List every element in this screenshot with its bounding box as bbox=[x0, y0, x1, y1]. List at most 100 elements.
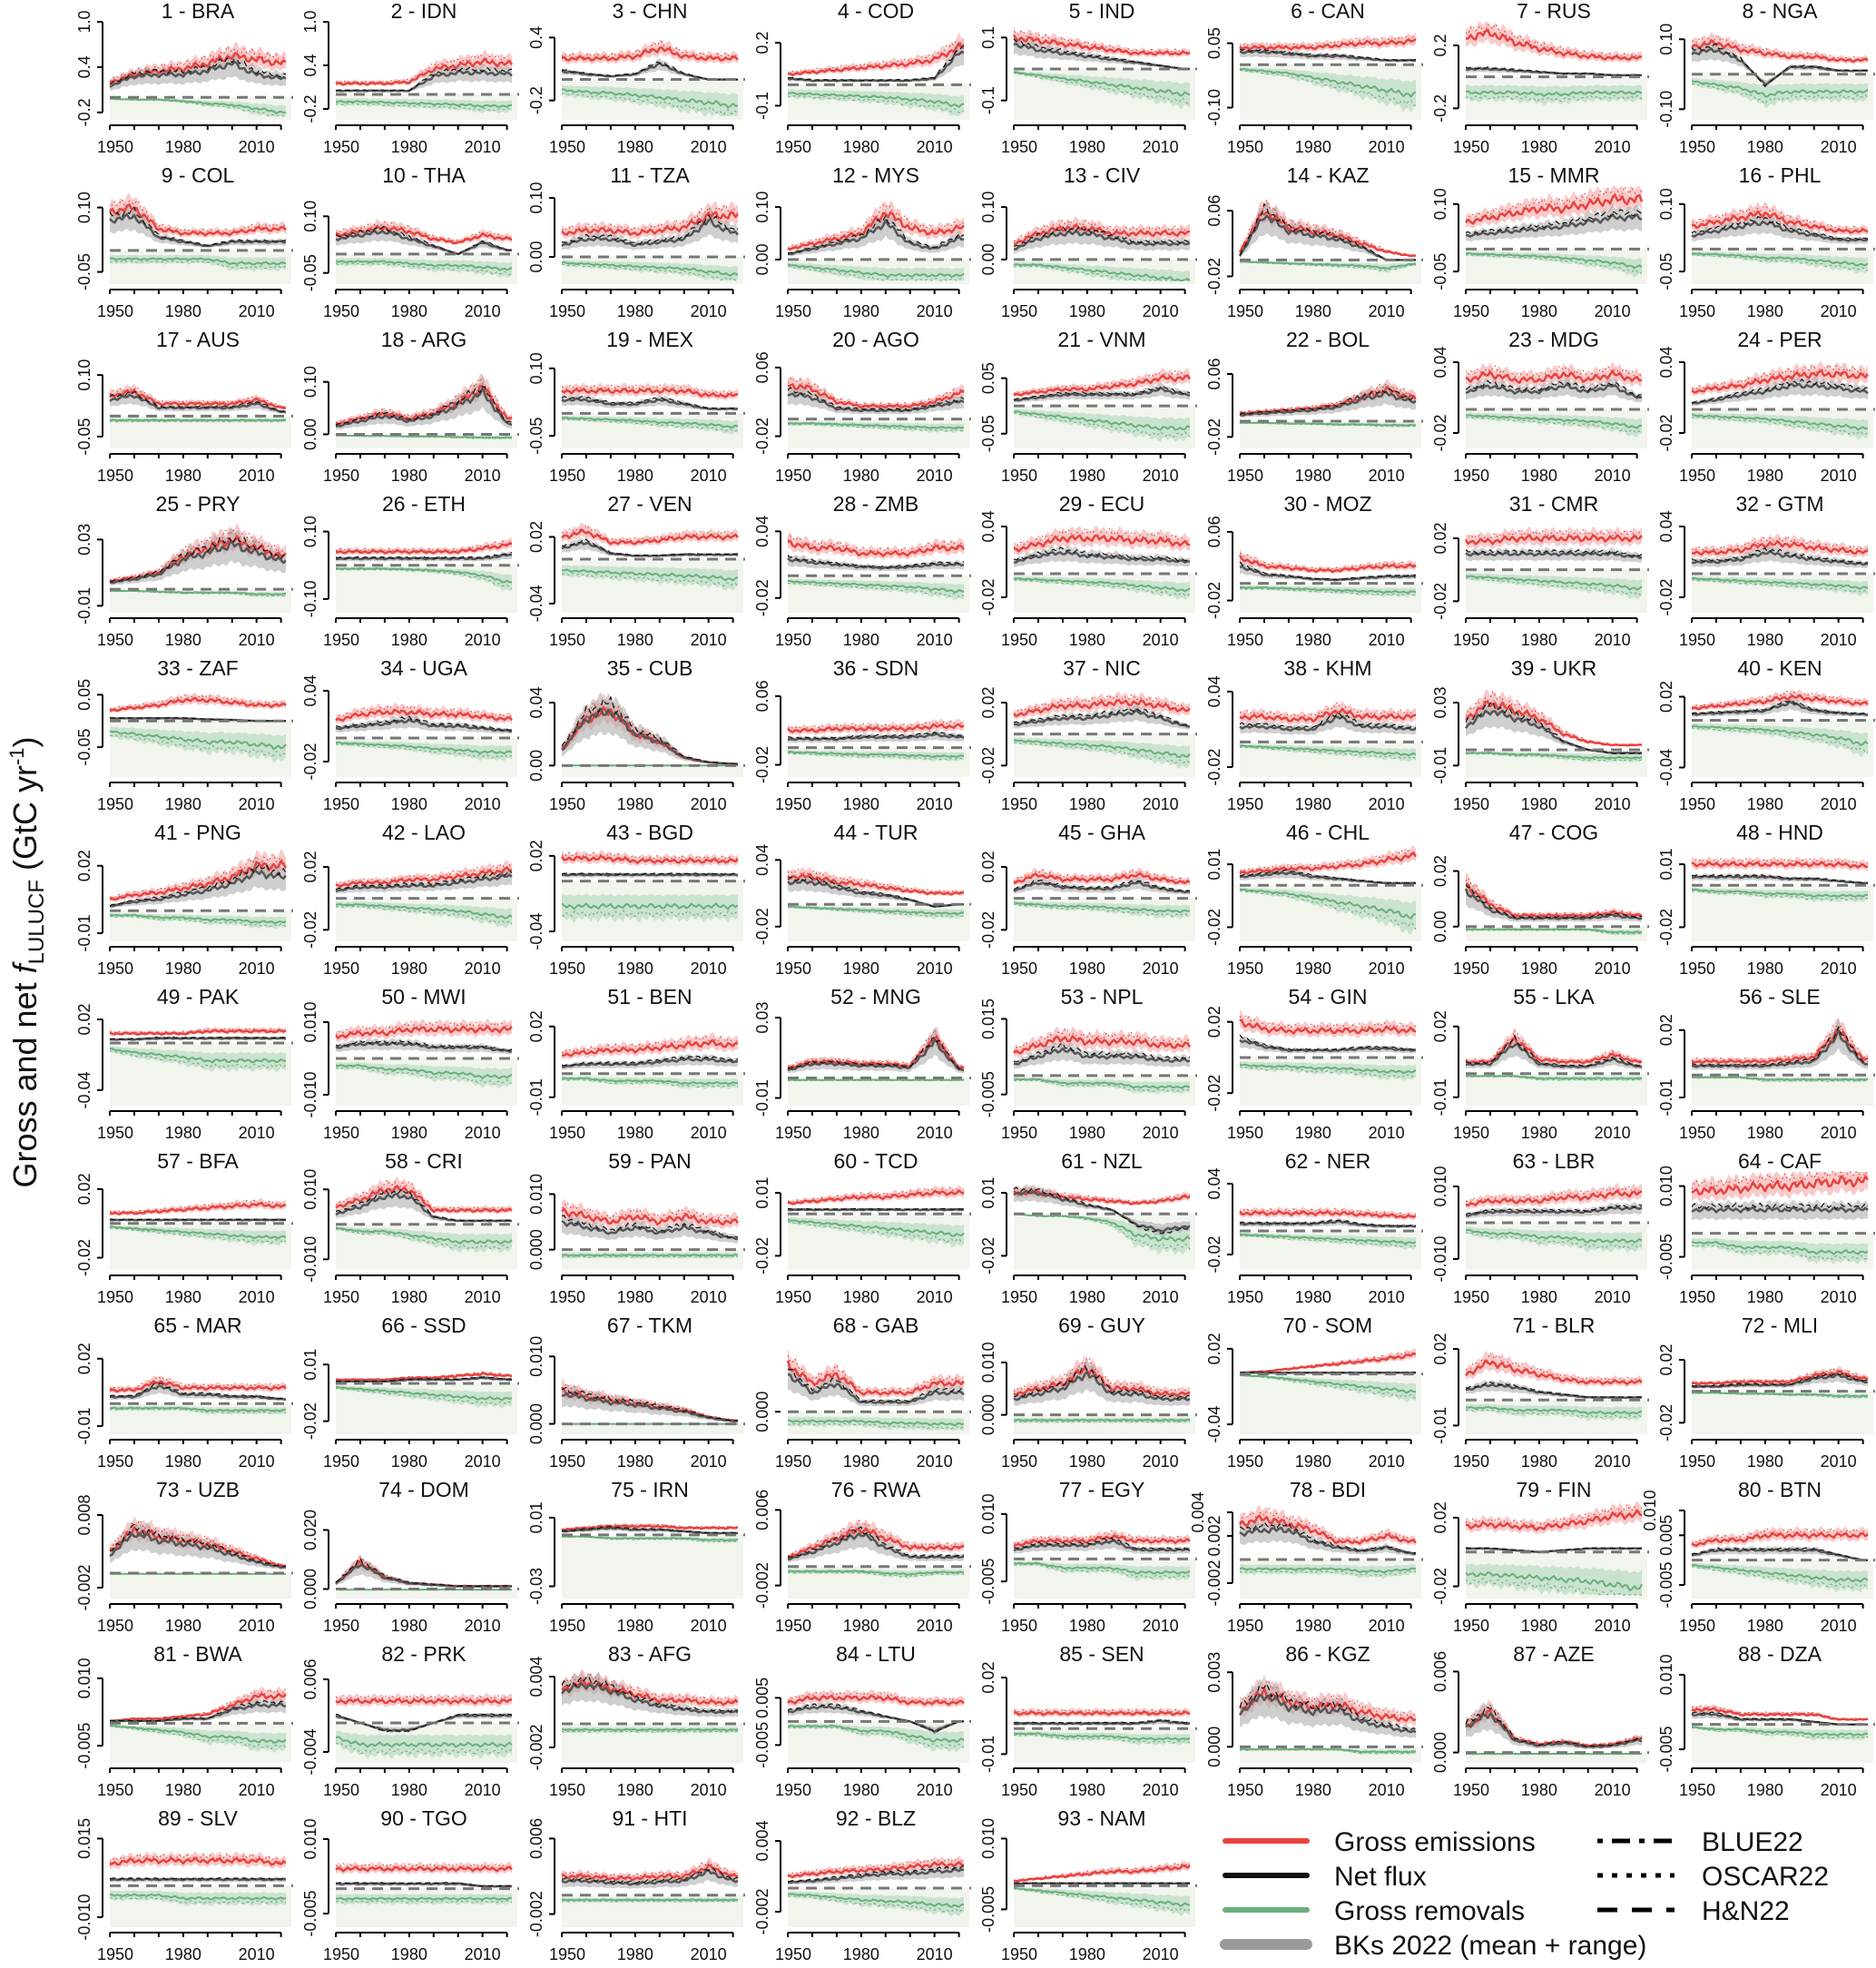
y-tick-label: -0.02 bbox=[753, 908, 771, 945]
panel-title: 85 - SEN bbox=[1059, 1642, 1144, 1666]
panel-khm: -0.02 0.04 1950 1980 2010 38 - KHM bbox=[1205, 656, 1423, 813]
net-range-band bbox=[1014, 35, 1190, 69]
gross-line-oscar22 bbox=[1013, 869, 1191, 883]
gross-emissions-line bbox=[787, 539, 965, 557]
x-tick-label: 2010 bbox=[1369, 302, 1405, 320]
panel-title: 44 - TUR bbox=[834, 821, 918, 844]
panel-title: 48 - HND bbox=[1736, 821, 1823, 844]
gross-line-oscar22 bbox=[109, 199, 287, 233]
y-tick-label: -0.02 bbox=[1205, 909, 1223, 946]
x-tick-label: 2010 bbox=[691, 1452, 727, 1471]
net-line-hn22 bbox=[335, 715, 513, 732]
net-line-hn22 bbox=[787, 44, 965, 82]
panel-title: 89 - SLV bbox=[158, 1806, 238, 1830]
x-tick-label: 1980 bbox=[1069, 795, 1105, 813]
gross-emissions-line bbox=[109, 1856, 287, 1866]
gross-emissions-line bbox=[1465, 28, 1643, 61]
y-tick-label: 0.004 bbox=[527, 1656, 545, 1697]
x-tick-label: 2010 bbox=[917, 795, 953, 813]
gross-line-oscar22 bbox=[1013, 370, 1191, 395]
x-tick-label: 1950 bbox=[549, 1781, 585, 1799]
x-tick-label: 1980 bbox=[1069, 1452, 1105, 1471]
removals-line-blue22 bbox=[787, 1727, 965, 1749]
x-tick-label: 1980 bbox=[1295, 631, 1331, 649]
gross-emissions-line bbox=[561, 211, 739, 237]
net-flux-line bbox=[1239, 1219, 1417, 1228]
x-tick-label: 2010 bbox=[1143, 138, 1179, 156]
net-range-band bbox=[1014, 877, 1190, 895]
y-tick-label: 0.06 bbox=[753, 680, 771, 712]
net-flux-line bbox=[336, 553, 513, 561]
net-flux-line bbox=[1013, 1719, 1191, 1726]
panel-pan: 0.000 0.010 1950 1980 2010 59 - PAN bbox=[527, 1149, 745, 1306]
panel-irn: -0.03 0.01 1950 1980 2010 75 - IRN bbox=[527, 1478, 745, 1635]
removals-range-band bbox=[1692, 723, 1868, 758]
y-tick-label: -0.02 bbox=[1657, 414, 1675, 451]
panel-gab: 0.000 1950 1980 2010 68 - GAB bbox=[753, 1314, 971, 1471]
gross-range-band bbox=[1240, 1206, 1416, 1221]
x-tick-label: 1980 bbox=[1747, 1617, 1783, 1635]
y-tick-label: 0.4 bbox=[301, 54, 319, 76]
panel-title: 10 - THA bbox=[382, 163, 466, 187]
x-tick-label: 1980 bbox=[165, 138, 201, 156]
y-tick-label: -0.04 bbox=[527, 913, 545, 950]
x-tick-label: 1980 bbox=[165, 1124, 201, 1142]
y-tick-label: -0.01 bbox=[75, 915, 93, 952]
x-tick-label: 1950 bbox=[97, 467, 133, 485]
x-tick-label: 1980 bbox=[1069, 1617, 1105, 1635]
y-tick-label: 0.2 bbox=[753, 32, 771, 54]
x-tick-label: 2010 bbox=[917, 138, 953, 156]
removals-line-blue22 bbox=[336, 435, 513, 439]
gross-range-band bbox=[1466, 1182, 1642, 1209]
legend-label-hn22: H&N22 bbox=[1702, 1896, 1790, 1926]
panel-zmb: -0.02 0.04 1950 1980 2010 28 - ZMB bbox=[753, 492, 971, 649]
y-tick-label: -0.002 bbox=[527, 1891, 545, 1937]
panel-title: 67 - TKM bbox=[607, 1314, 692, 1337]
x-tick-label: 2010 bbox=[1143, 959, 1179, 978]
panel-title: 54 - GIN bbox=[1289, 985, 1368, 1009]
y-tick-label: -0.05 bbox=[75, 729, 93, 766]
net-line-hn22 bbox=[1465, 701, 1643, 755]
removals-line-blue22 bbox=[1239, 1066, 1417, 1078]
gross-range-band bbox=[336, 1018, 512, 1042]
x-tick-label: 1950 bbox=[323, 302, 359, 320]
gross-line-oscar22 bbox=[1239, 702, 1417, 720]
panel-mys: 0.00 0.10 1950 1980 2010 12 - MYS bbox=[753, 163, 971, 320]
panel-title: 33 - ZAF bbox=[157, 656, 238, 680]
gross-emissions-line bbox=[335, 866, 513, 888]
net-line-hn22 bbox=[1239, 47, 1417, 62]
panel-ltu: -0.005 0.005 1950 1980 2010 84 - LTU bbox=[753, 1642, 971, 1799]
x-tick-label: 2010 bbox=[1595, 1781, 1631, 1799]
removals-line-blue22 bbox=[1465, 417, 1643, 434]
panel-title: 38 - KHM bbox=[1283, 656, 1371, 680]
net-flux-line bbox=[335, 1563, 513, 1589]
gross-line-oscar22 bbox=[561, 203, 739, 231]
x-tick-label: 2010 bbox=[239, 1124, 275, 1142]
y-tick-label: 0.02 bbox=[527, 1010, 545, 1042]
y-tick-label: 0.000 bbox=[1431, 1732, 1449, 1773]
x-tick-label: 1980 bbox=[391, 631, 427, 649]
removals-line-blue22 bbox=[1013, 1213, 1191, 1250]
y-tick-label: 0.010 bbox=[1641, 1490, 1659, 1530]
removals-line bbox=[561, 261, 739, 277]
removals-background bbox=[1014, 1414, 1195, 1434]
net-flux-line bbox=[1691, 1028, 1869, 1068]
x-tick-label: 1980 bbox=[1521, 1617, 1557, 1635]
panel-tza: 0.00 0.10 1950 1980 2010 11 - TZA bbox=[527, 163, 745, 320]
x-tick-label: 1950 bbox=[97, 138, 133, 156]
y-tick-label: 0.006 bbox=[301, 1658, 319, 1699]
x-tick-label: 1980 bbox=[1295, 795, 1331, 813]
x-tick-label: 2010 bbox=[917, 1945, 953, 1963]
net-flux-line bbox=[335, 230, 513, 256]
x-tick-label: 1950 bbox=[323, 795, 359, 813]
net-line-hn22 bbox=[1691, 699, 1869, 715]
removals-line bbox=[109, 1893, 287, 1901]
net-line-hn22 bbox=[1013, 707, 1191, 726]
removals-range-band bbox=[1014, 70, 1190, 110]
y-tick-label: 0.02 bbox=[1431, 1333, 1449, 1365]
panel-title: 46 - CHL bbox=[1286, 821, 1370, 844]
removals-line-blue22 bbox=[109, 590, 287, 597]
panel-slv: -0.010 0.015 1950 1980 2010 89 - SLV bbox=[75, 1806, 293, 1963]
y-tick-label: -0.2 bbox=[301, 94, 319, 123]
panel-title: 71 - BLR bbox=[1513, 1314, 1596, 1337]
